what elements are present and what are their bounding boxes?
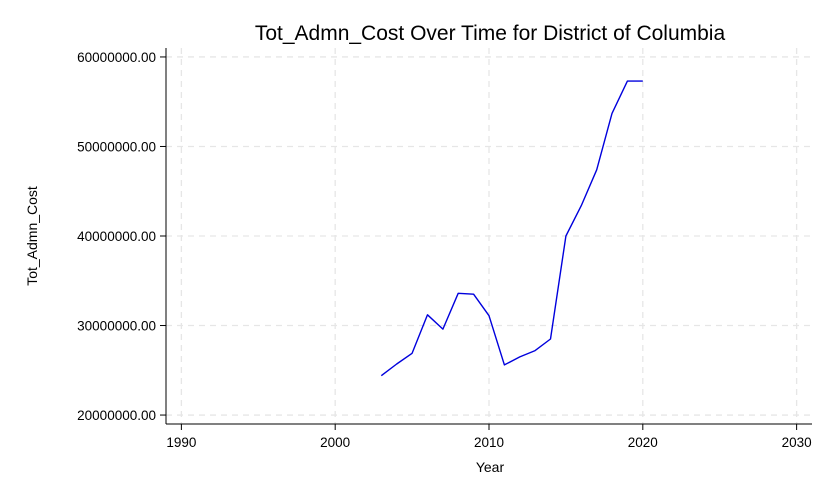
y-tick-label: 50000000.00 <box>77 139 156 154</box>
series-line <box>380 80 643 377</box>
grid-lines <box>166 48 812 424</box>
x-tick-label: 2020 <box>628 435 658 450</box>
y-tick-label: 30000000.00 <box>77 319 156 334</box>
y-axis-label: Tot_Admn_Cost <box>24 186 40 286</box>
x-tick-label: 2030 <box>782 435 812 450</box>
x-tick-label: 1990 <box>166 435 196 450</box>
chart-title: Tot_Admn_Cost Over Time for District of … <box>255 22 726 45</box>
x-tick-label: 2000 <box>320 435 350 450</box>
tick-marks: 1990 2000 2010 2020 2030 20000000.00 30000000.… <box>77 50 811 450</box>
x-tick-label: 2010 <box>474 435 504 450</box>
series-layer <box>380 80 643 377</box>
y-tick-label: 20000000.00 <box>77 408 156 423</box>
x-axis-label: Year <box>476 459 505 475</box>
y-tick-label: 40000000.00 <box>77 229 156 244</box>
y-tick-label: 60000000.00 <box>77 50 156 65</box>
